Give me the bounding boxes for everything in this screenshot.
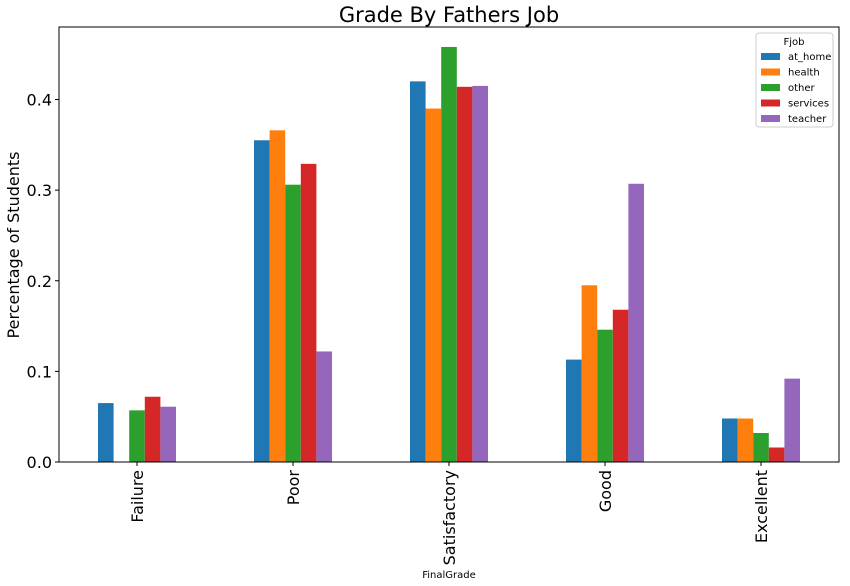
x-tick-label-good: Good [596,470,615,512]
bar-teacher-excellent [784,378,800,463]
bar-health-good [581,285,598,462]
x-tick-label-excellent: Excellent [752,470,771,543]
bar-teacher-satisfactory [472,85,488,462]
bar-at_home-failure [98,403,114,462]
bar-other-poor [285,184,301,462]
legend-swatch-health [761,68,780,76]
y-axis-label: Percentage of Students [4,152,23,339]
y-tick-label: 0.2 [27,272,52,291]
bar-at_home-poor [254,140,270,462]
plot-frame [58,26,840,463]
legend-label-services: services [788,99,829,110]
bar-services-poor [300,163,317,462]
x-tick-label-poor: Poor [284,470,303,506]
bar-teacher-poor [316,351,332,462]
legend-title: Fjob [784,37,805,48]
legend-label-teacher: teacher [788,114,827,125]
bar-other-excellent [753,433,769,462]
bar-services-failure [144,396,161,462]
bar-teacher-good [628,183,644,462]
x-tick-label-satisfactory: Satisfactory [440,470,459,565]
bar-health-poor [269,130,286,462]
y-tick-label: 0.1 [27,362,52,381]
bar-teacher-failure [160,406,176,462]
bar-other-failure [129,410,145,462]
chart-title: Grade By Fathers Job [339,3,559,27]
bar-at_home-excellent [722,418,738,462]
bar-services-satisfactory [456,86,473,462]
legend-label-health: health [788,68,820,79]
bar-health-excellent [737,418,754,462]
legend-swatch-other [761,84,780,91]
y-tick-label: 0.3 [27,181,52,200]
bar-other-satisfactory [441,46,457,462]
x-axis-label: FinalGrade [422,570,476,581]
bar-at_home-good [566,359,582,462]
legend-label-other: other [788,83,816,94]
y-tick-label: 0.0 [27,453,52,472]
bar-other-good [597,329,613,462]
legend-swatch-at_home [761,53,780,60]
legend-swatch-teacher [761,115,780,122]
bar-services-excellent [768,447,785,462]
bar-services-good [612,309,629,462]
x-tick-label-failure: Failure [128,470,147,523]
bar-at_home-satisfactory [410,81,426,463]
legend-label-at_home: at_home [788,52,831,63]
y-axis: 0.0 0.1 0.2 0.3 0.4 [27,91,59,472]
bars-group [98,46,800,463]
y-tick-label: 0.4 [27,91,52,110]
bar-health-satisfactory [425,108,442,462]
legend-swatch-services [761,99,780,107]
x-axis: Failure Poor Satisfactory Good Excellent [128,462,771,565]
